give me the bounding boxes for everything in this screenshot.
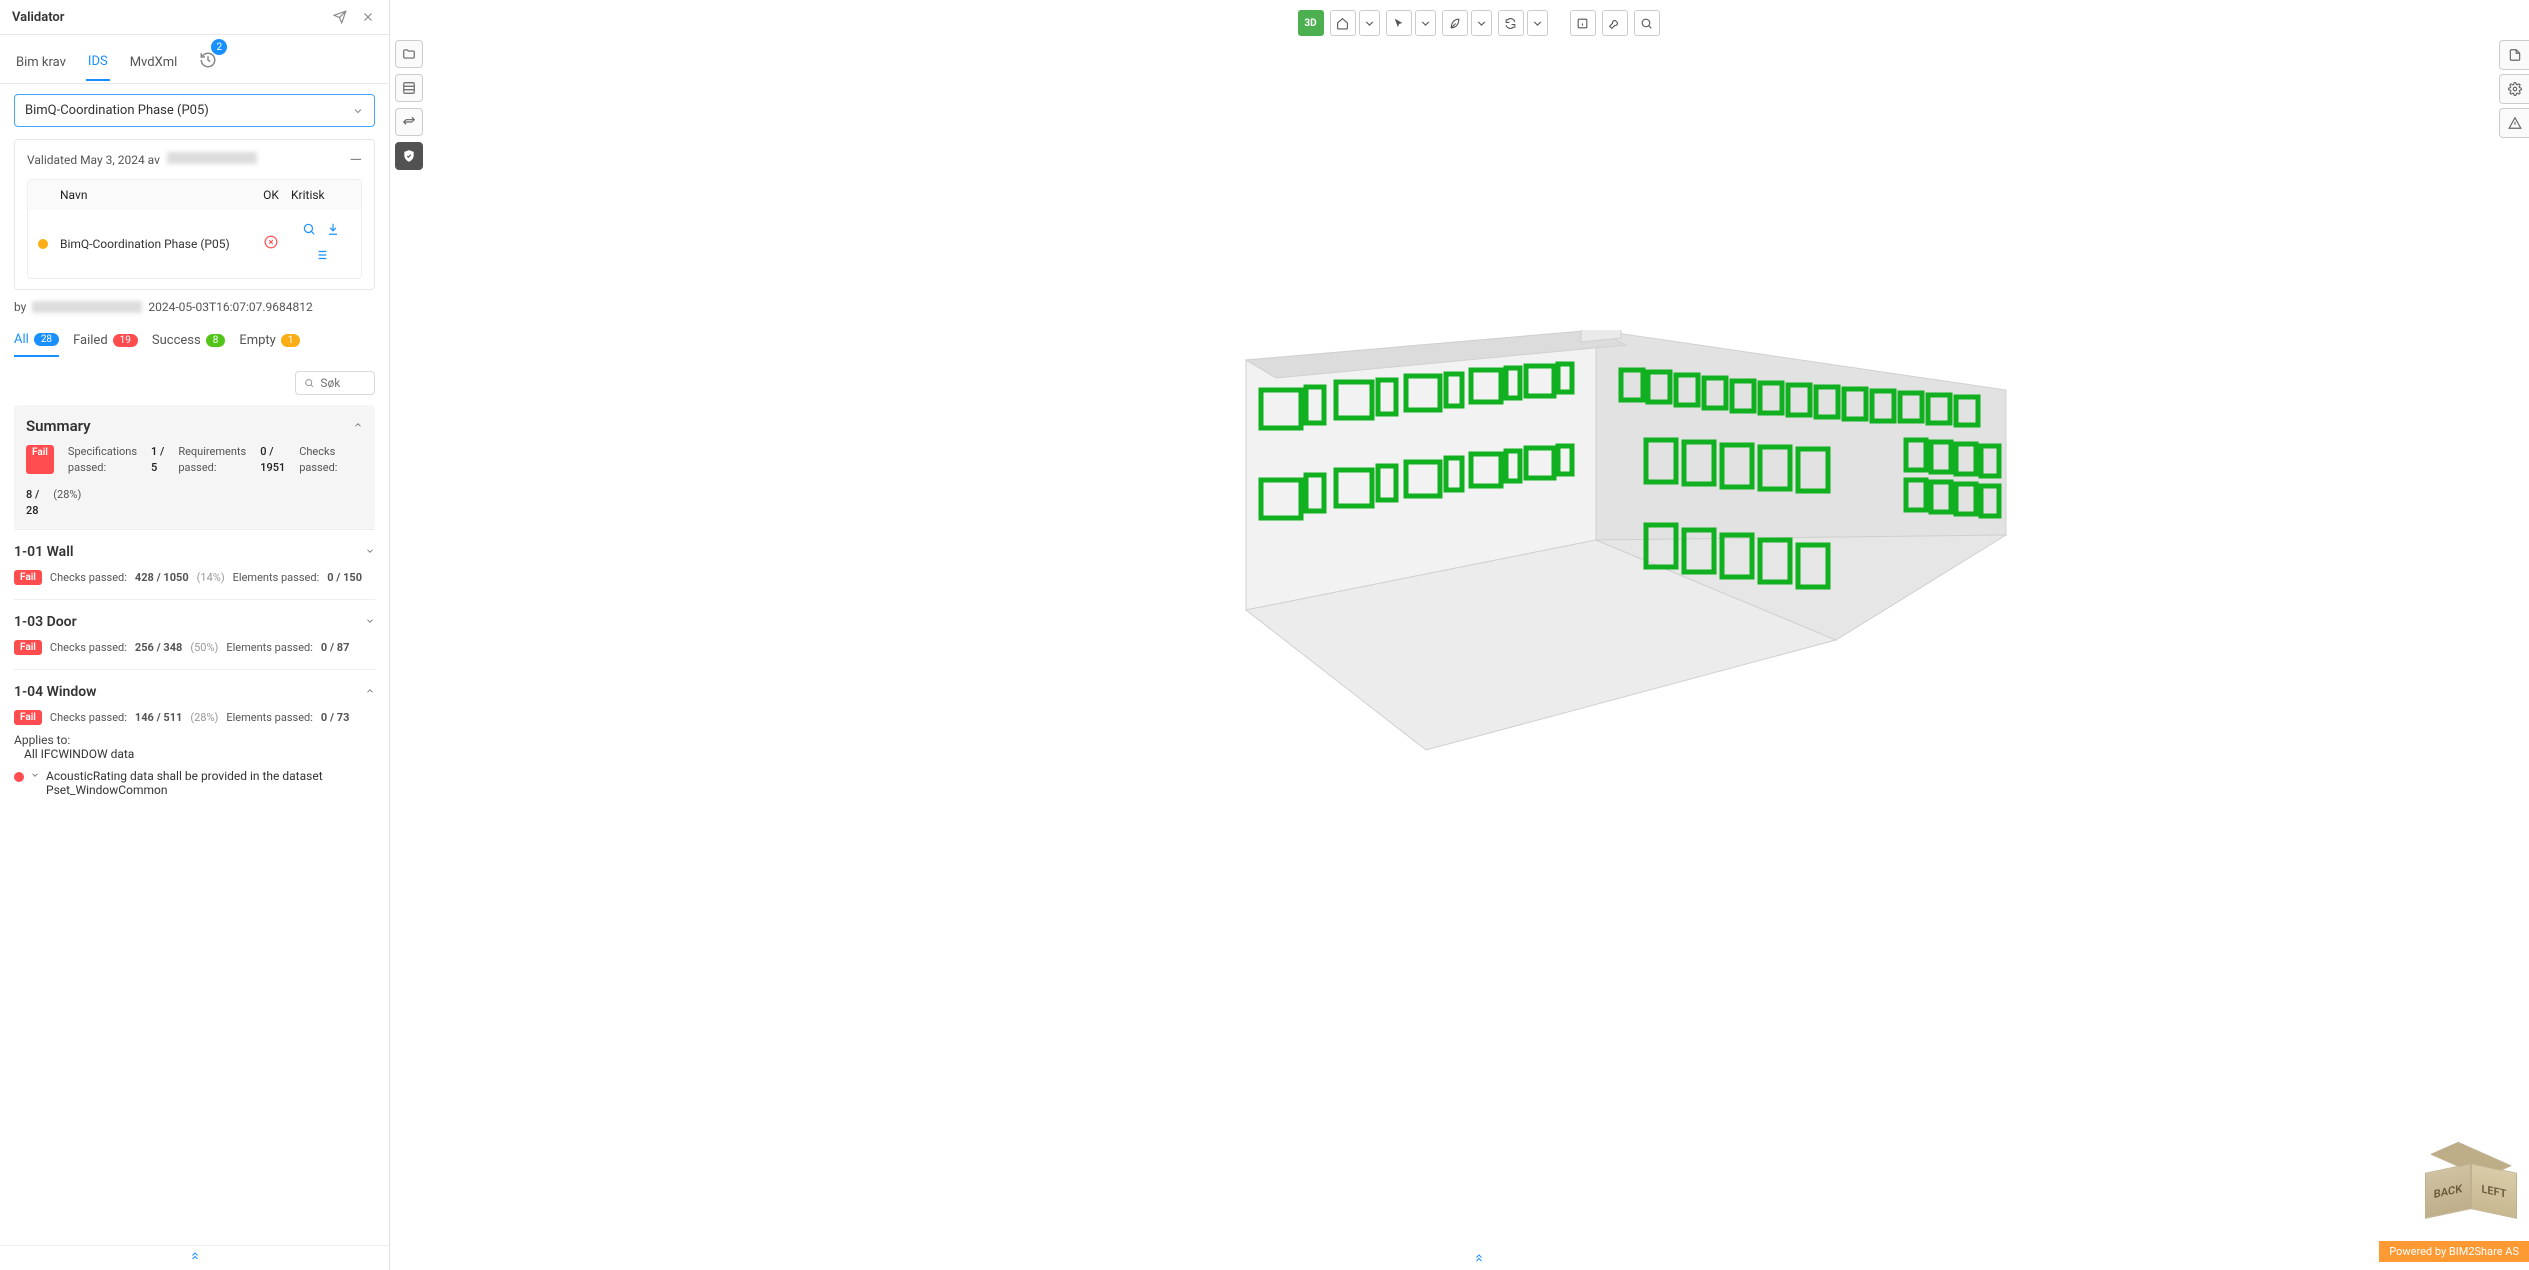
phase-select-value: BimQ-Coordination Phase (P05) [25,103,209,118]
home-dropdown-icon[interactable] [1359,10,1380,36]
chevron-down-icon[interactable] [365,545,375,560]
cube-back[interactable]: BACK [2425,1163,2471,1219]
by-timestamp: 2024-05-03T16:07:07.9684812 [148,300,312,314]
panel-header: Validator [0,0,389,35]
building-3d-model[interactable] [1226,330,2046,770]
send-icon[interactable] [331,8,349,26]
summary-title: Summary [26,417,91,435]
wrench-icon[interactable] [1602,10,1628,36]
refresh-dropdown-icon[interactable] [1527,10,1548,36]
result-title: 1-04 Window [14,684,97,700]
result-wall[interactable]: 1-01 Wall Fail Checks passed: 428 / 1050… [14,529,375,599]
rule-row[interactable]: AcousticRating data shall be provided in… [14,769,375,797]
byline: by 2024-05-03T16:07:07.9684812 [14,300,375,314]
fail-badge: Fail [26,445,54,474]
panel-body: BimQ-Coordination Phase (P05) Validated … [0,84,389,1245]
list-action-icon[interactable] [314,248,328,266]
shield-icon[interactable] [395,142,423,170]
applies-to-value: All IFCWINDOW data [24,747,375,761]
filter-tabs: All28 Failed19 Success8 Empty1 [14,328,375,395]
fail-badge: Fail [14,640,42,655]
search-action-icon[interactable] [302,222,316,240]
cube-left[interactable]: LEFT [2471,1163,2517,1219]
chevron-up-icon[interactable] [365,685,375,700]
validation-table: Navn OK Kritisk BimQ-Coordination Phase … [27,179,362,279]
note-icon[interactable] [2499,40,2529,70]
search-box[interactable] [295,371,375,395]
result-window[interactable]: 1-04 Window Fail Checks passed: 146 / 51… [14,669,375,811]
view-cube[interactable]: BACK LEFT [2425,1150,2517,1222]
filter-all[interactable]: All28 [14,328,59,357]
info-icon[interactable] [1570,10,1596,36]
tab-history[interactable]: 2 [197,45,219,83]
summary-block: Summary Fail Specifications passed: 1 / … [14,405,375,529]
filter-success[interactable]: Success8 [152,329,225,356]
home-icon[interactable] [1330,10,1356,36]
by-label: by [14,300,26,314]
panel-expand-up-icon[interactable] [0,1245,389,1270]
top-toolbar: 3D [1298,10,1660,36]
leaf-dropdown-icon[interactable] [1471,10,1492,36]
result-title: 1-01 Wall [14,544,73,560]
row-fail-icon [251,235,291,253]
leaf-icon[interactable] [1442,10,1468,36]
validated-label: Validated May 3, 2024 av [27,153,160,167]
right-rail [2499,40,2529,138]
result-door[interactable]: 1-03 Door Fail Checks passed: 256 / 348 … [14,599,375,669]
summary-collapse-icon[interactable] [353,419,363,434]
table-row[interactable]: BimQ-Coordination Phase (P05) [28,210,361,278]
search-input[interactable] [320,376,366,390]
fail-badge: Fail [14,570,42,585]
btn-3d[interactable]: 3D [1298,10,1324,36]
col-navn: Navn [38,188,251,202]
cursor-icon[interactable] [1386,10,1412,36]
panel-title: Validator [12,10,64,25]
row-name: BimQ-Coordination Phase (P05) [60,236,251,253]
validator-panel: Validator Bim krav IDS MvdXml 2 BimQ-Coo… [0,0,390,1270]
warning-icon[interactable] [2499,108,2529,138]
redacted-author [32,301,142,313]
filter-failed[interactable]: Failed19 [73,329,138,356]
filter-empty[interactable]: Empty1 [239,329,300,356]
tab-mvdxml[interactable]: MvdXml [128,49,180,80]
footer-brand: Powered by BIM2Share AS [2379,1241,2529,1262]
tabs: Bim krav IDS MvdXml 2 [0,35,389,84]
tab-bim-krav[interactable]: Bim krav [14,49,68,80]
col-kritisk: Kritisk [291,188,351,202]
redacted-user [167,152,257,164]
tab-ids[interactable]: IDS [86,48,110,81]
download-action-icon[interactable] [326,222,340,240]
refresh-icon[interactable] [1498,10,1524,36]
gear-icon[interactable] [2499,74,2529,104]
side-rail [390,0,428,1270]
footer-expand-up-icon[interactable] [1473,1252,1485,1268]
viewport-3d[interactable]: 3D [428,0,2529,1270]
fail-badge: Fail [14,710,42,725]
grid-icon[interactable] [395,74,423,102]
validation-card: Validated May 3, 2024 av — Navn OK Kriti… [14,139,375,290]
close-icon[interactable] [359,8,377,26]
chevron-down-icon[interactable] [365,615,375,630]
col-ok: OK [251,188,291,202]
collapse-icon[interactable]: — [350,150,363,169]
applies-to-label: Applies to: [14,733,375,747]
cursor-dropdown-icon[interactable] [1415,10,1436,36]
result-title: 1-03 Door [14,614,77,630]
search-zoom-icon[interactable] [1634,10,1660,36]
swap-icon[interactable] [395,108,423,136]
phase-select[interactable]: BimQ-Coordination Phase (P05) [14,94,375,127]
status-dot-red [14,772,24,782]
status-dot-yellow [38,239,48,249]
rule-text: AcousticRating data shall be provided in… [46,769,375,797]
history-count-badge: 2 [211,39,227,55]
chevron-down-icon [30,769,40,783]
folder-icon[interactable] [395,40,423,68]
